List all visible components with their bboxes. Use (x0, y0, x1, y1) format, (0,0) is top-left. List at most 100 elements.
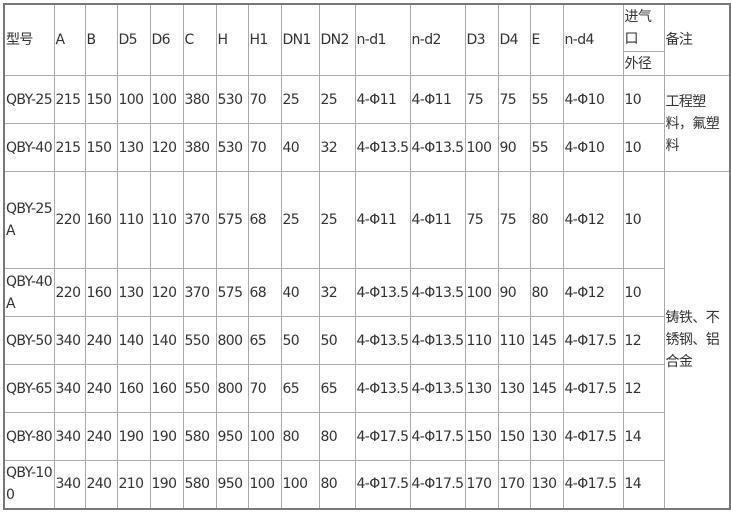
table-cell: 190 (149, 412, 184, 461)
table-cell: 4-Φ12 (562, 171, 624, 269)
table-cell: 80 (318, 460, 356, 509)
table-cell: 4-Φ13.5 (354, 364, 411, 413)
table-cell: 215 (53, 75, 86, 124)
table-cell: 220 (53, 268, 86, 317)
table-cell: 110 (464, 316, 499, 365)
table-cell: 4-Φ17.5 (409, 460, 466, 509)
table-cell: 65 (318, 364, 356, 413)
table-cell: QBY-40A (3, 268, 55, 317)
table-cell: 14 (622, 460, 665, 509)
table-cell: 120 (149, 268, 184, 317)
table-cell: 75 (464, 75, 499, 124)
table-cell: 550 (182, 316, 217, 365)
table-row: QBY-25 215 150 100 100 380 530 70 25 25 4-Φ11 4-Φ11… (3, 75, 731, 172)
table-cell: 340 (53, 412, 86, 461)
table-cell: 240 (84, 460, 118, 509)
table-row: QBY-40 215 150 130 120 380 530 70 40 32 4-Φ13.5 4-Φ… (3, 123, 730, 172)
table-cell: 70 (247, 364, 282, 413)
column-header: 型号 (3, 3, 55, 76)
table-cell: 190 (149, 460, 184, 509)
sub-header-row: 外径 (4, 51, 730, 76)
table-cell: 4-Φ12 (562, 268, 624, 317)
table-cell: QBY-65 (3, 364, 55, 413)
table-cell: 55 (529, 123, 564, 172)
table-cell: 140 (116, 316, 151, 365)
table-cell: 575 (215, 171, 249, 269)
table-cell: 50 (280, 316, 320, 365)
table-cell: 4-Φ13.5 (409, 364, 466, 413)
table-cell: 25 (318, 171, 356, 269)
table-cell: 25 (280, 171, 320, 269)
table-row: QBY-50 340 240 140 140 550 800 65 50 50 4-Φ13.5 4-Φ… (3, 316, 730, 365)
table-cell: QBY-25 (3, 75, 55, 124)
table-cell: 530 (215, 123, 249, 172)
table-cell: 70 (247, 75, 282, 124)
table-cell: 4-Φ17.5 (562, 460, 624, 509)
table-cell: 90 (497, 123, 531, 172)
table-row: QBY-40A 220 160 130 120 370 575 68 40 32 4-Φ13.5 4-… (3, 268, 730, 317)
table-cell: 4-Φ17.5 (562, 364, 624, 413)
table-cell: 4-Φ13.5 (354, 268, 411, 317)
table-cell: 4-Φ11 (354, 171, 411, 269)
column-header: D4 (497, 3, 531, 76)
column-header: DN2 (318, 3, 356, 76)
table-cell: 160 (84, 268, 118, 317)
table-cell: 550 (182, 364, 217, 413)
table-cell: 100 (464, 123, 499, 172)
table-cell: 240 (84, 364, 118, 413)
table-cell: 65 (247, 316, 282, 365)
table-cell: 160 (149, 364, 184, 413)
table-cell: 160 (84, 171, 118, 269)
table-cell: QBY-40 (3, 123, 55, 172)
table-cell: 190 (116, 412, 151, 461)
column-header: DN1 (280, 3, 320, 76)
table-cell: 130 (116, 123, 151, 172)
table-row: QBY-65 340 240 160 160 550 800 70 65 65 4-Φ13.5 4-Φ… (3, 364, 730, 413)
column-header: n-d1 (354, 3, 411, 76)
remark-cell: 工程塑料，氟塑料 (663, 75, 731, 172)
table-cell: 75 (497, 171, 531, 269)
table-cell: 55 (529, 75, 564, 124)
table-cell: 380 (182, 123, 217, 172)
table-cell: 12 (622, 364, 665, 413)
column-header: E (529, 3, 564, 76)
table-cell: 110 (497, 316, 531, 365)
table-cell: 340 (53, 316, 86, 365)
table-cell: 950 (215, 460, 249, 509)
table-cell: QBY-50 (3, 316, 55, 365)
table-cell: 75 (464, 171, 499, 269)
column-header: 备注 (663, 3, 731, 76)
table-cell: 150 (497, 412, 531, 461)
table-cell: 4-Φ11 (354, 75, 411, 124)
table-cell: 100 (247, 460, 282, 509)
table-cell: 4-Φ17.5 (562, 412, 624, 461)
table-cell: 370 (182, 268, 217, 317)
table-cell: 80 (280, 412, 320, 461)
table-cell: 240 (84, 412, 118, 461)
sub-header: 外径 (622, 51, 665, 76)
table-cell: 68 (247, 268, 282, 317)
table-cell: 4-Φ13.5 (409, 123, 466, 172)
table-row: QBY-25A 220 160 110 110 370 575 68 25 25 4-Φ11 4-Φ1… (3, 171, 731, 509)
table-cell: 32 (318, 123, 356, 172)
table-cell: 100 (247, 412, 282, 461)
column-header: H (215, 3, 249, 76)
table-cell: 10 (622, 123, 665, 172)
table-cell: 100 (464, 268, 499, 317)
column-header: B (84, 3, 118, 76)
table-cell: 40 (280, 268, 320, 317)
table-cell: 4-Φ13.5 (354, 123, 411, 172)
table-cell: 65 (280, 364, 320, 413)
table-cell: 100 (280, 460, 320, 509)
table-cell: 80 (529, 268, 564, 317)
table-cell: 145 (529, 316, 564, 365)
table-cell: 150 (84, 75, 118, 124)
table-cell: 130 (529, 460, 564, 509)
table-cell: 4-Φ17.5 (409, 412, 466, 461)
table-cell: 10 (622, 268, 665, 317)
table-cell: QBY-100 (3, 460, 55, 509)
table-cell: 4-Φ11 (409, 171, 466, 269)
table-cell: 170 (464, 460, 499, 509)
table-cell: 150 (84, 123, 118, 172)
